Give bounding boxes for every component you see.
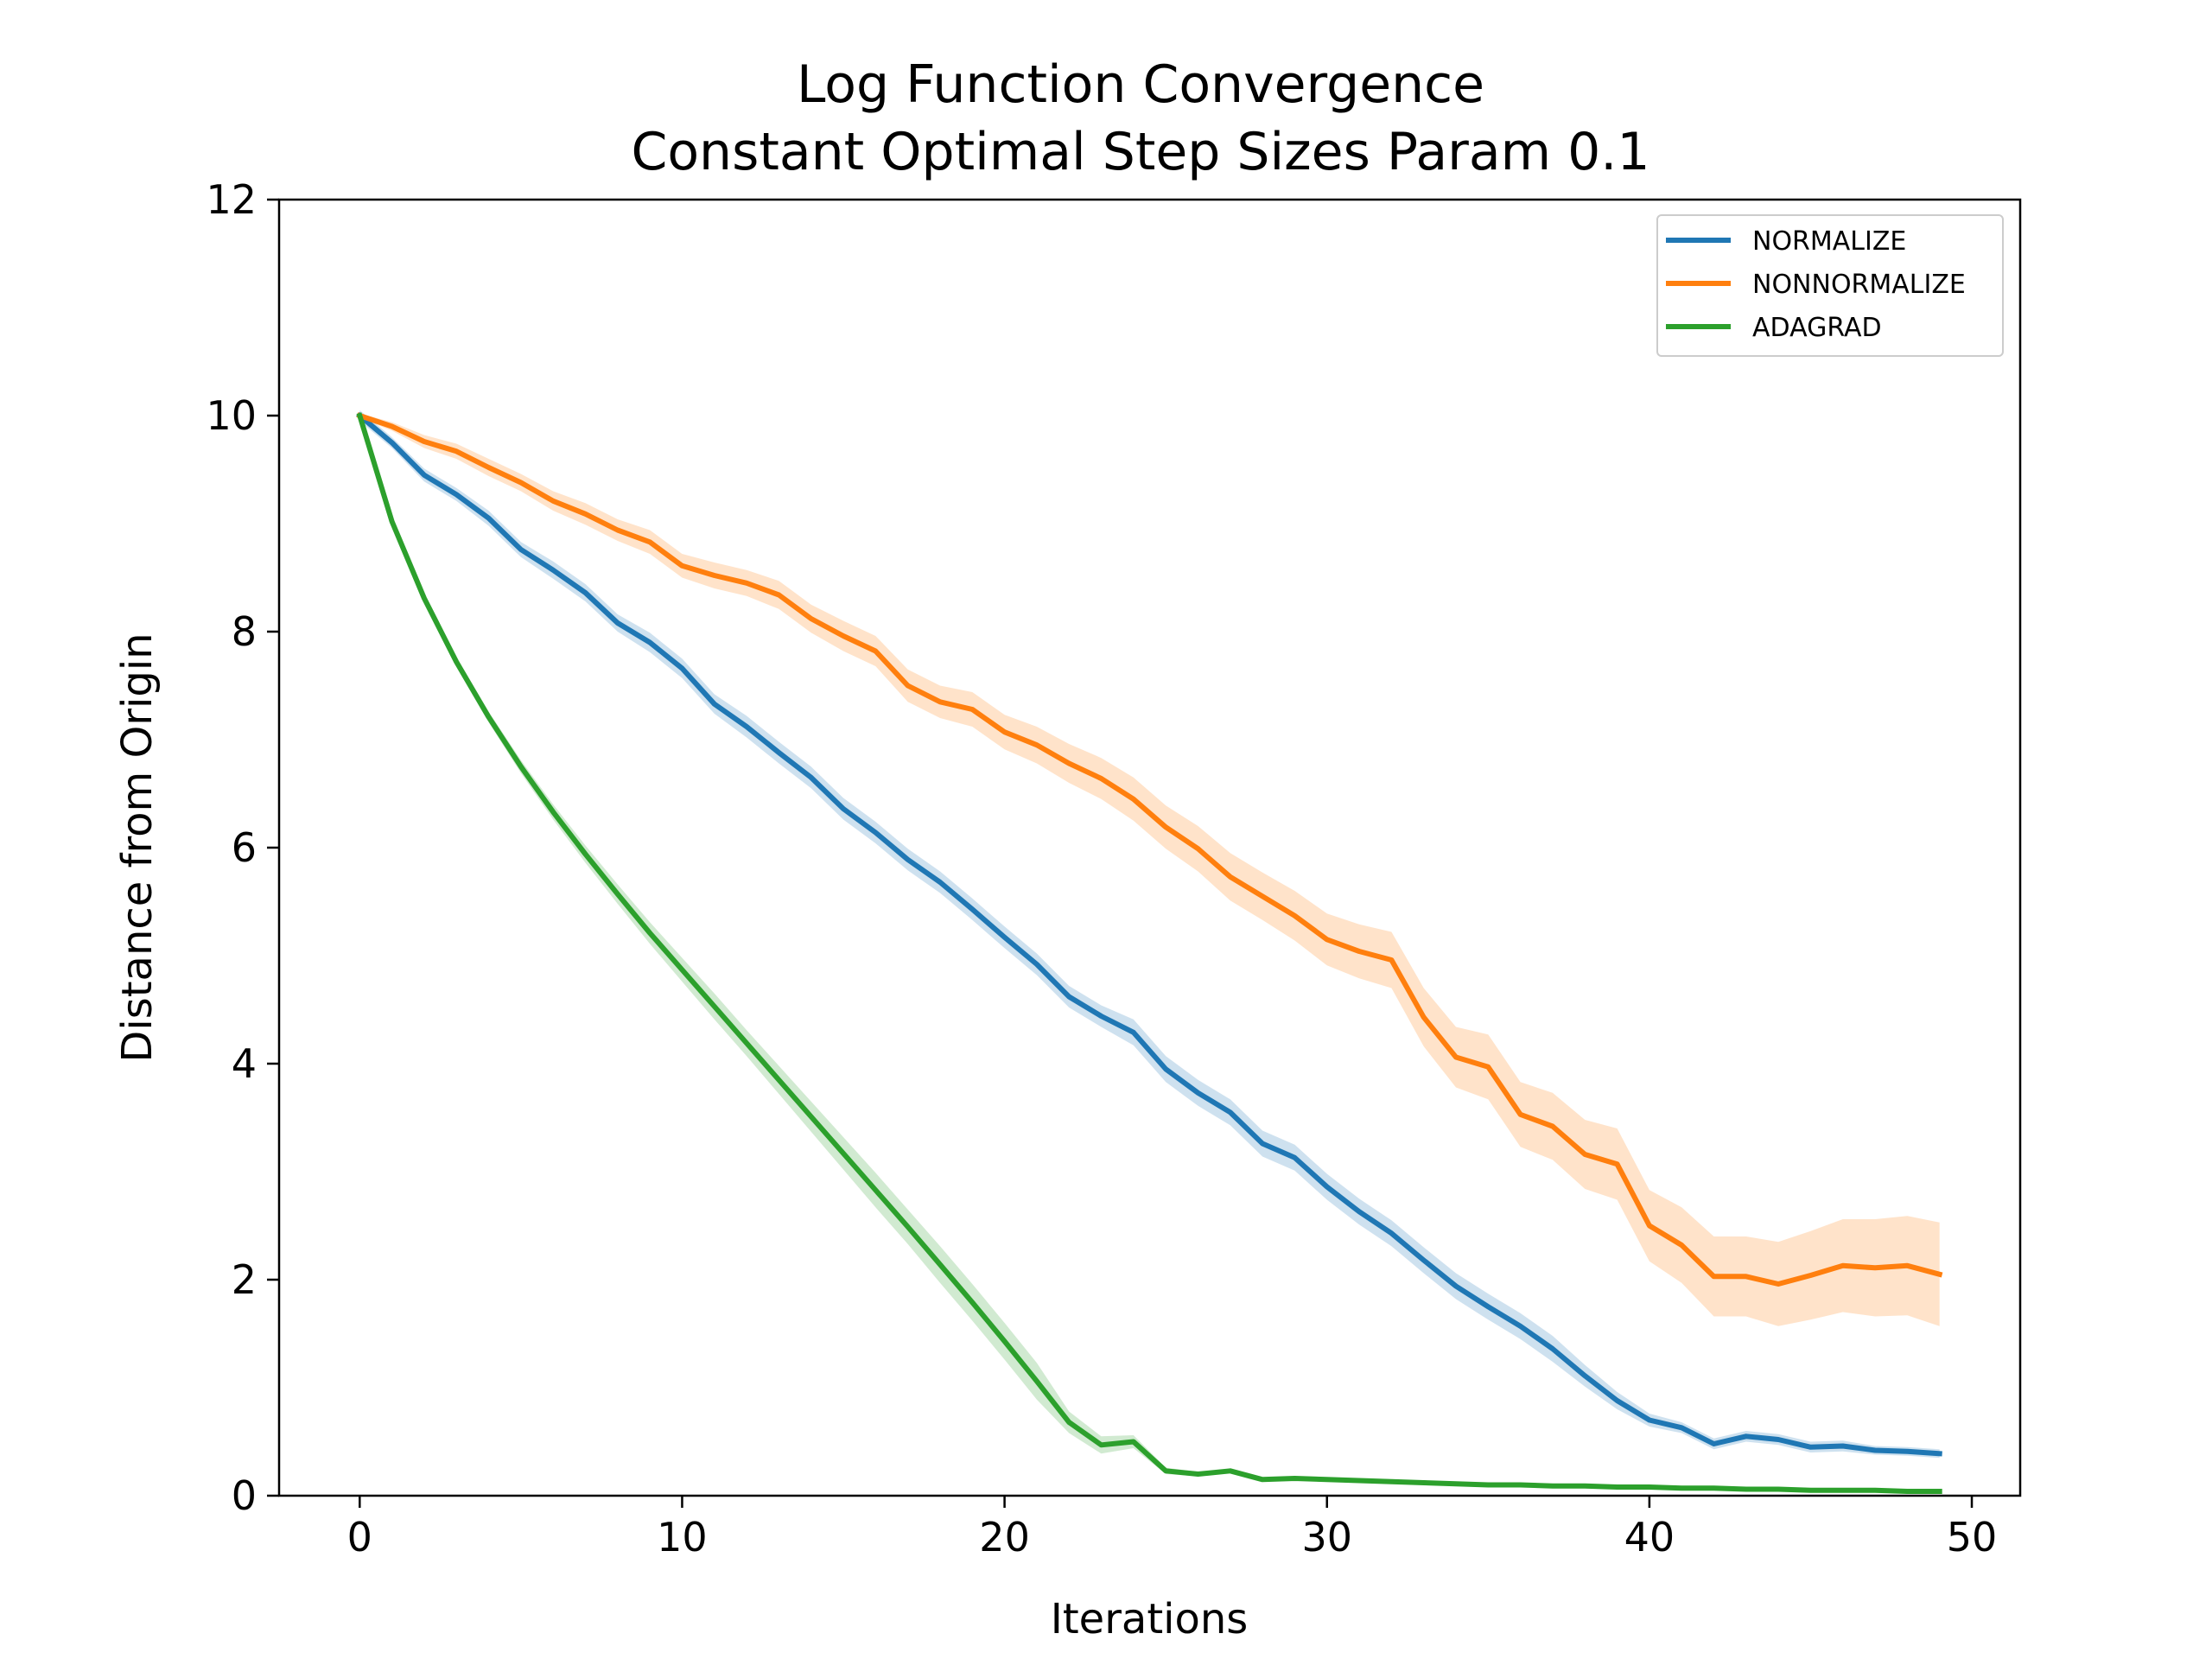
legend-label-normalize: NORMALIZE xyxy=(1752,226,1906,257)
x-axis-label: Iterations xyxy=(1051,1595,1249,1643)
legend-label-nonnormalize: NONNORMALIZE xyxy=(1752,270,1966,300)
x-axis: 0 10 20 30 40 50 xyxy=(347,1496,1998,1560)
series-line-nonnormalize xyxy=(356,412,1943,1287)
y-tick-label: 8 xyxy=(232,608,257,655)
band-adagrad xyxy=(359,416,1940,1493)
x-tick-label: 10 xyxy=(657,1514,708,1560)
chart-subtitle: Constant Optimal Step Sizes Param 0.1 xyxy=(631,122,1649,182)
series-line-normalize xyxy=(356,411,1942,1457)
y-axis-label: Distance from Origin xyxy=(113,632,162,1062)
y-tick-label: 0 xyxy=(232,1472,257,1519)
x-tick-label: 0 xyxy=(347,1514,372,1560)
confidence-bands xyxy=(359,410,1940,1493)
y-tick-label: 10 xyxy=(206,392,257,439)
y-tick-label: 2 xyxy=(232,1256,257,1303)
band-nonnormalize xyxy=(359,413,1940,1326)
legend: NORMALIZE NONNORMALIZE ADAGRAD xyxy=(1656,214,2004,357)
y-tick-label: 6 xyxy=(232,824,257,871)
y-tick-label: 4 xyxy=(232,1040,257,1087)
x-tick-label: 20 xyxy=(979,1514,1030,1560)
x-tick-label: 40 xyxy=(1624,1514,1675,1560)
x-tick-label: 50 xyxy=(1947,1514,1998,1560)
chart-title: Log Function Convergence xyxy=(797,54,1484,115)
legend-box xyxy=(1656,214,2004,357)
legend-label-adagrad: ADAGRAD xyxy=(1752,313,1882,343)
y-axis: 0 2 4 6 8 10 12 xyxy=(206,176,279,1519)
x-tick-label: 30 xyxy=(1301,1514,1352,1560)
series-line-adagrad xyxy=(356,412,1942,1494)
series-lines xyxy=(356,411,1943,1494)
y-tick-label: 12 xyxy=(206,176,257,223)
